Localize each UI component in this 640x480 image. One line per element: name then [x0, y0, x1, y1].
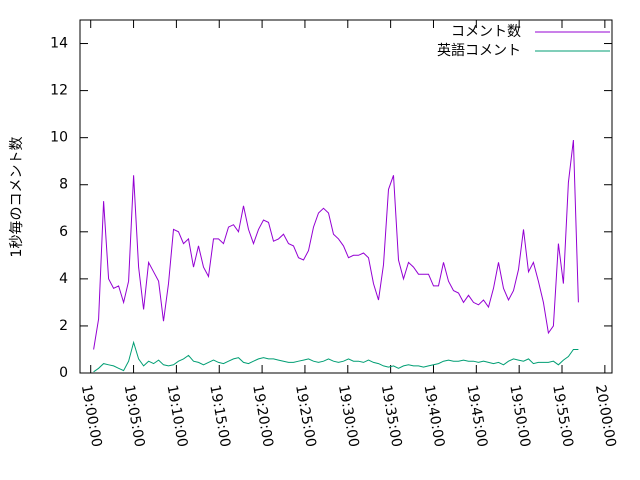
x-tick-label: 19:50:00 — [506, 384, 533, 449]
x-tick-label: 19:45:00 — [463, 384, 490, 449]
y-tick-label: 4 — [59, 271, 68, 287]
x-tick-label: 19:00:00 — [78, 384, 105, 449]
y-tick-label: 2 — [59, 318, 68, 334]
x-tick-label: 19:55:00 — [549, 384, 576, 449]
x-tick-label: 19:20:00 — [249, 384, 276, 449]
plot-frame — [79, 19, 613, 374]
x-tick-label: 19:15:00 — [206, 384, 233, 449]
y-tick-label: 6 — [59, 224, 68, 240]
series-line — [93, 340, 579, 373]
x-tick-label: 19:25:00 — [292, 384, 319, 449]
legend-label: コメント数 — [451, 24, 521, 40]
y-tick-label: 14 — [50, 36, 68, 52]
x-tick-label: 19:35:00 — [378, 384, 405, 449]
legend-label: 英語コメント — [437, 42, 521, 59]
y-axis-label: 1秒毎のコメント数 — [9, 137, 25, 258]
x-tick-label: 19:40:00 — [421, 384, 448, 449]
x-tick-label: 19:30:00 — [335, 384, 362, 449]
y-tick-label: 12 — [50, 83, 68, 99]
x-tick-label: 20:00:00 — [592, 384, 619, 449]
y-tick-label: 10 — [50, 130, 68, 146]
x-tick-label: 19:10:00 — [164, 384, 191, 449]
y-tick-label: 0 — [59, 365, 68, 381]
y-tick-label: 8 — [59, 177, 68, 193]
series-line — [93, 139, 579, 350]
x-tick-label: 19:05:00 — [121, 384, 148, 449]
